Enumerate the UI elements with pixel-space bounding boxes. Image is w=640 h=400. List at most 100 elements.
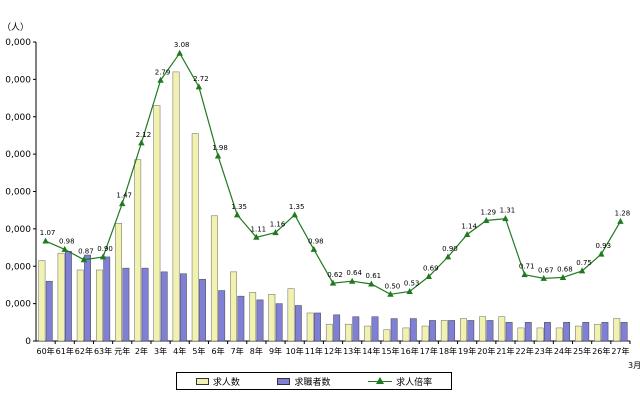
- ratio-point: [272, 229, 279, 236]
- y-unit-label: （人）: [2, 22, 29, 33]
- x-tick-label: 10年: [286, 346, 304, 356]
- y-tick-label: 0,000: [5, 38, 31, 48]
- bar-job-offers: [460, 318, 467, 342]
- ratio-point: [176, 49, 183, 56]
- bar-job-seekers: [256, 299, 264, 342]
- bar-job-seekers: [64, 251, 72, 342]
- bar-job-seekers: [448, 320, 456, 342]
- x-tick-label: 14年: [362, 346, 380, 356]
- ratio-point: [138, 139, 145, 146]
- bar-job-offers: [210, 215, 218, 342]
- ratio-point: [291, 211, 298, 218]
- ratio-data-label: 0.93: [595, 242, 611, 250]
- ratio-data-label: 0.62: [327, 271, 343, 279]
- x-tick-label: 6年: [211, 346, 224, 356]
- chart-bars: [38, 71, 628, 342]
- x-tick-label: 22年: [516, 346, 534, 356]
- y-tick-label: 0: [25, 337, 31, 347]
- bar-job-offers: [345, 323, 352, 342]
- bar-job-seekers: [314, 312, 321, 342]
- bar-job-offers: [76, 269, 84, 342]
- ratio-point: [598, 250, 605, 257]
- bar-job-seekers: [409, 318, 417, 342]
- bar-job-seekers: [601, 322, 609, 342]
- bar-job-offers: [402, 327, 410, 342]
- ratio-point: [387, 290, 394, 297]
- ratio-data-label: 0.67: [538, 266, 554, 274]
- ratio-data-label: 1.16: [270, 221, 286, 229]
- x-tick-label: 26年: [592, 346, 610, 356]
- legend-label-job-seekers: 求職者数: [294, 377, 331, 388]
- ratio-data-label: 1.35: [231, 203, 247, 211]
- x-tick-label: 60年: [36, 346, 54, 356]
- bar-job-seekers: [429, 320, 436, 342]
- x-tick-label: 11年: [305, 346, 323, 356]
- bar-job-offers: [421, 325, 429, 342]
- bar-job-seekers: [563, 322, 571, 342]
- ratio-point: [253, 233, 260, 240]
- bar-job-seekers: [486, 320, 494, 342]
- bar-job-offers: [440, 320, 448, 342]
- ratio-data-label: 0.87: [78, 248, 94, 256]
- x-tick-label: 23年: [535, 346, 553, 356]
- ratio-data-label: 0.98: [308, 237, 324, 245]
- ratio-point: [444, 253, 452, 260]
- x-tick-label: 12年: [324, 346, 342, 356]
- ratio-data-label: 1.14: [461, 222, 477, 230]
- bar-job-seekers: [524, 322, 532, 342]
- x-trailing-label: 3月: [628, 361, 640, 370]
- legend-item-ratio: 求人倍率: [368, 375, 432, 388]
- ratio-point: [214, 152, 222, 159]
- bar-job-offers: [575, 325, 582, 342]
- x-tick-label: 9年: [269, 346, 282, 356]
- ratio-point: [329, 279, 337, 286]
- bar-job-offers: [479, 316, 487, 342]
- bar-job-seekers: [199, 279, 206, 342]
- x-tick-label: 21年: [496, 346, 514, 356]
- legend-swatch-job-seekers: [277, 377, 291, 385]
- bar-job-offers: [191, 133, 199, 342]
- x-tick-label: 17年: [420, 346, 438, 356]
- legend-label-job-offers: 求人数: [212, 377, 240, 388]
- x-tick-label: 20年: [477, 346, 495, 356]
- bar-job-offers: [594, 323, 602, 342]
- bar-job-offers: [536, 327, 544, 342]
- y-tick-label: 0,000: [5, 150, 31, 160]
- bar-job-seekers: [103, 256, 111, 342]
- ratio-data-label: 0.90: [97, 245, 113, 253]
- bar-job-seekers: [84, 254, 91, 342]
- ratio-data-label: 0.68: [557, 265, 573, 273]
- ratio-data-label: 1.11: [251, 225, 267, 233]
- x-tick-label: 元年: [114, 346, 130, 356]
- bar-job-offers: [555, 327, 563, 342]
- bar-job-offers: [115, 223, 122, 342]
- x-tick-label: 25年: [573, 346, 591, 356]
- bar-job-seekers: [505, 322, 513, 342]
- ratio-data-label: 0.53: [404, 279, 420, 287]
- bar-job-offers: [325, 323, 333, 342]
- ratio-point: [310, 245, 318, 252]
- ratio-data-label: 1.28: [615, 209, 631, 217]
- bar-job-seekers: [275, 303, 283, 342]
- x-tick-label: 7年: [231, 346, 244, 356]
- legend-item-job-seekers: 求職者数: [277, 375, 330, 388]
- bar-job-seekers: [45, 280, 53, 342]
- ratio-point: [617, 217, 624, 224]
- legend-item-job-offers: 求人数: [195, 375, 240, 388]
- ratio-point: [42, 237, 49, 244]
- bar-job-offers: [613, 318, 621, 342]
- ratio-data-label: 0.61: [366, 272, 382, 280]
- x-tick-label: 5年: [192, 346, 205, 356]
- bar-job-seekers: [582, 322, 590, 342]
- ratio-point: [233, 211, 241, 218]
- ratio-point: [502, 215, 509, 222]
- bar-job-offers: [498, 316, 506, 342]
- x-tick-label: 19年: [458, 346, 476, 356]
- ratio-point: [99, 253, 107, 260]
- ratio-data-label: 0.98: [59, 237, 75, 245]
- legend-swatch-ratio: [368, 376, 393, 386]
- chart-labels: 1.070.980.87 0.901.472.122.793.082.721.98…: [40, 41, 630, 290]
- bar-job-offers: [517, 327, 525, 342]
- legend-swatch-job-offers: [195, 377, 209, 385]
- y-tick-label: 0,000: [5, 262, 31, 272]
